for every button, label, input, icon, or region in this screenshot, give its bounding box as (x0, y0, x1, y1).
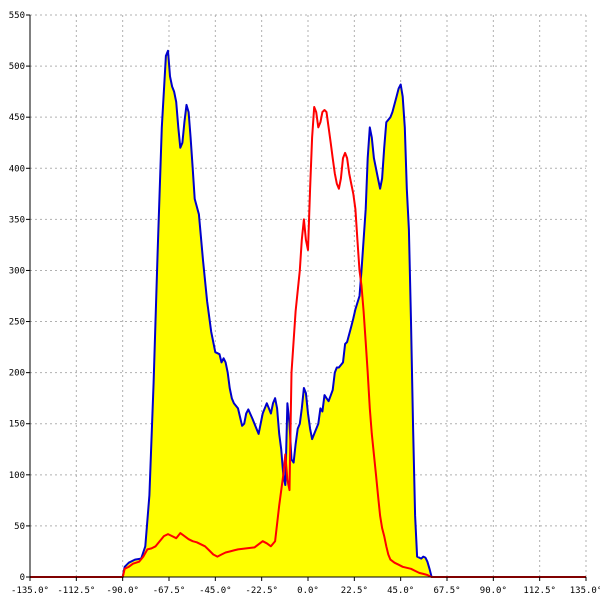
x-tick-label-1: -112.5° (57, 586, 95, 596)
tick-labels: 0 50 100 150 200 250 300 350 400 450 500 550 -135.0°… (9, 11, 600, 596)
y-tick-label-6: 300 (9, 266, 25, 276)
x-tick-label-11: 112.5° (523, 586, 556, 596)
y-tick-label-0: 0 (20, 573, 25, 583)
y-tick-label-1: 50 (14, 522, 25, 532)
series-areas (30, 49, 586, 578)
series-0-fill (30, 50, 586, 578)
series-1-line (30, 106, 586, 578)
x-tick-label-2: -90.0° (106, 586, 139, 596)
x-tick-label-7: 22.5° (341, 586, 368, 596)
y-tick-label-10: 500 (9, 62, 25, 72)
y-tick-label-5: 250 (9, 318, 25, 328)
y-tick-label-2: 100 (9, 471, 25, 481)
x-tick-label-12: 135.0° (570, 586, 600, 596)
axes (26, 14, 587, 581)
y-tick-label-3: 150 (9, 420, 25, 430)
y-tick-label-9: 450 (9, 113, 25, 123)
x-tick-label-0: -135.0° (11, 586, 49, 596)
x-tick-label-8: 45.0° (387, 586, 414, 596)
x-tick-label-10: 90.0° (480, 586, 507, 596)
y-tick-label-4: 200 (9, 369, 25, 379)
x-tick-label-3: -67.5° (153, 586, 186, 596)
y-tick-label-7: 350 (9, 215, 25, 225)
x-tick-label-9: 67.5° (433, 586, 460, 596)
y-tick-label-8: 400 (9, 164, 25, 174)
y-tick-label-11: 550 (9, 11, 25, 21)
x-tick-label-5: -22.5° (245, 586, 278, 596)
x-tick-label-4: -45.0° (199, 586, 232, 596)
x-tick-label-6: 0.0° (297, 586, 319, 596)
series-0-line (30, 49, 586, 578)
